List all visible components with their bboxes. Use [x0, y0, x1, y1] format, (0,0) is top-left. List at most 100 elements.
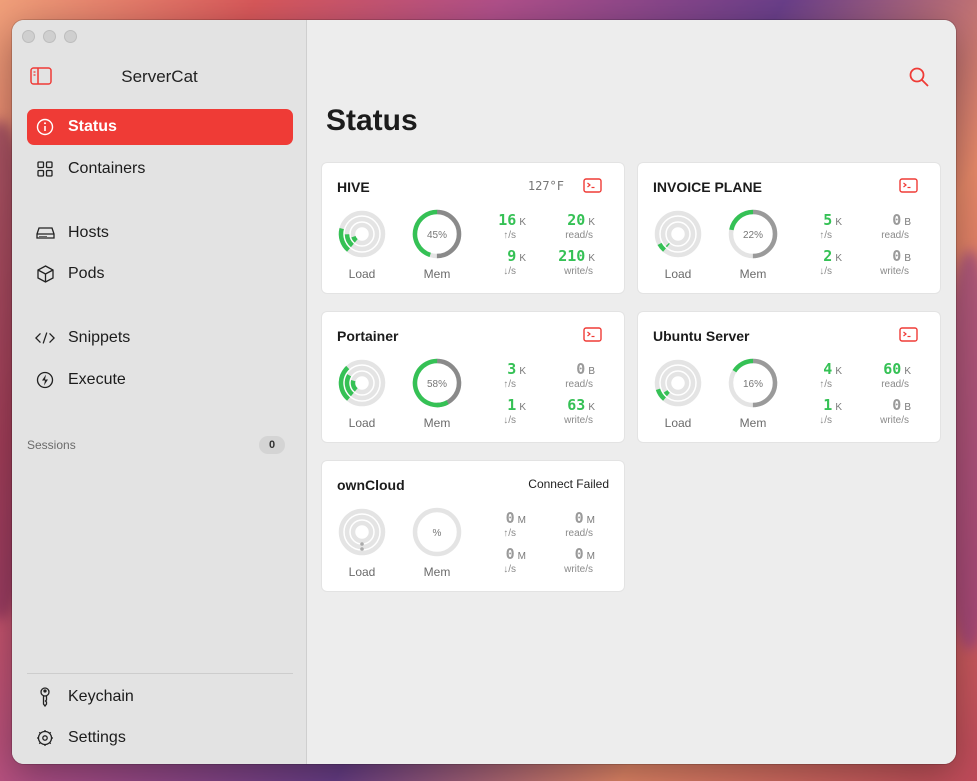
- gear-icon: [35, 728, 55, 748]
- server-temperature: 127°F: [527, 179, 564, 193]
- sidebar-item-keychain[interactable]: Keychain: [27, 679, 293, 715]
- terminal-icon[interactable]: [899, 178, 918, 193]
- sidebar-item-status[interactable]: Status: [27, 109, 293, 145]
- sidebar-item-hosts[interactable]: Hosts: [27, 215, 293, 251]
- load-label: Load: [348, 267, 376, 281]
- net-down-label: ↓/s: [819, 266, 832, 277]
- sessions-count-badge: 0: [259, 436, 285, 454]
- key-icon: [35, 687, 55, 707]
- sidebar-item-label: Pods: [68, 265, 105, 282]
- code-icon: [35, 328, 55, 348]
- sidebar-item-label: Containers: [68, 160, 146, 177]
- net-up-label: ↑/s: [819, 379, 832, 390]
- load-gauge: [652, 208, 704, 260]
- net-up-label: ↑/s: [503, 379, 516, 390]
- terminal-icon[interactable]: [899, 327, 918, 342]
- zoom-window-button[interactable]: [64, 30, 77, 43]
- memory-gauge: 22%: [727, 208, 779, 260]
- load-label: Load: [348, 565, 376, 579]
- app-title: ServerCat: [121, 67, 198, 86]
- memory-percent: 16%: [743, 379, 763, 390]
- memory-label: Mem: [739, 416, 767, 430]
- sidebar-item-label: Hosts: [68, 224, 109, 241]
- memory-percent: %: [433, 528, 442, 539]
- memory-label: Mem: [423, 267, 451, 281]
- search-icon[interactable]: [908, 66, 930, 88]
- bolt-circle-icon: [35, 370, 55, 390]
- disk-write-label: write/s: [880, 266, 909, 277]
- disk-read-label: read/s: [565, 230, 593, 241]
- disk-read-label: read/s: [881, 379, 909, 390]
- connection-status: Connect Failed: [528, 477, 609, 491]
- net-up-value: 16 K: [498, 211, 526, 229]
- server-drive-icon: [35, 223, 55, 243]
- sidebar-item-label: Execute: [68, 371, 126, 388]
- load-gauge: [652, 357, 704, 409]
- net-down-label: ↓/s: [503, 415, 516, 426]
- memory-gauge: %: [411, 506, 463, 558]
- memory-gauge: 58%: [411, 357, 463, 409]
- disk-write-value: 63 K: [567, 396, 595, 414]
- sidebar-divider: [27, 673, 293, 674]
- disk-read-value: 60 K: [883, 360, 911, 378]
- sidebar-item-execute[interactable]: Execute: [27, 362, 293, 398]
- close-window-button[interactable]: [22, 30, 35, 43]
- disk-write-label: write/s: [564, 266, 593, 277]
- server-name: Portainer: [337, 328, 399, 344]
- net-down-label: ↓/s: [503, 266, 516, 277]
- server-name: ownCloud: [337, 477, 405, 493]
- memory-percent: 58%: [427, 379, 447, 390]
- terminal-icon[interactable]: [583, 178, 602, 193]
- sidebar-item-containers[interactable]: Containers: [27, 151, 293, 187]
- sidebar-toggle-icon[interactable]: [30, 67, 52, 85]
- sidebar: ServerCat Status Containers Hosts Pods: [12, 20, 307, 764]
- load-gauge: [336, 506, 388, 558]
- load-label: Load: [664, 416, 692, 430]
- memory-label: Mem: [739, 267, 767, 281]
- minimize-window-button[interactable]: [43, 30, 56, 43]
- memory-label: Mem: [423, 416, 451, 430]
- main-content: Status HIVE 127°F Load 45% Mem 16 K ↑/s 9…: [307, 20, 956, 764]
- load-label: Load: [348, 416, 376, 430]
- disk-write-label: write/s: [564, 564, 593, 575]
- disk-read-label: read/s: [565, 528, 593, 539]
- sidebar-item-label: Snippets: [68, 329, 131, 346]
- memory-percent: 22%: [743, 230, 763, 241]
- sidebar-item-settings[interactable]: Settings: [27, 720, 293, 756]
- disk-write-label: write/s: [564, 415, 593, 426]
- app-window: ServerCat Status Containers Hosts Pods: [12, 20, 956, 764]
- sidebar-item-snippets[interactable]: Snippets: [27, 320, 293, 356]
- sidebar-item-label: Status: [68, 118, 117, 135]
- net-down-label: ↓/s: [819, 415, 832, 426]
- sessions-header: Sessions: [27, 438, 76, 452]
- sidebar-item-label: Keychain: [68, 688, 134, 705]
- disk-read-label: read/s: [565, 379, 593, 390]
- page-title: Status: [326, 104, 418, 137]
- sidebar-item-pods[interactable]: Pods: [27, 256, 293, 292]
- load-gauge: [336, 208, 388, 260]
- terminal-icon[interactable]: [583, 327, 602, 342]
- disk-write-label: write/s: [880, 415, 909, 426]
- net-up-label: ↑/s: [819, 230, 832, 241]
- disk-write-value: 210 K: [558, 247, 595, 265]
- cube-icon: [35, 264, 55, 284]
- net-up-label: ↑/s: [503, 528, 516, 539]
